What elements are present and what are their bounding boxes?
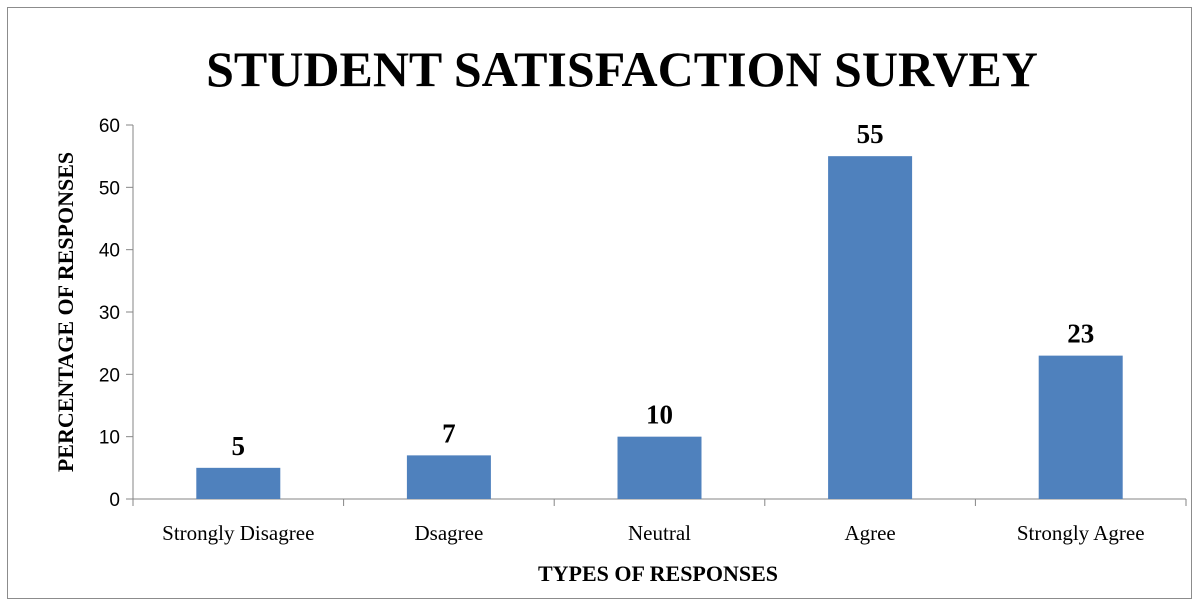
bar: [617, 436, 702, 499]
x-tick-label: Strongly Agree: [1017, 521, 1145, 545]
bar: [828, 156, 913, 499]
y-tick-label: 10: [99, 428, 120, 449]
data-label: 23: [1067, 319, 1094, 349]
y-tick-label: 50: [99, 178, 120, 199]
x-axis-title: TYPES OF RESPONSES: [538, 561, 778, 586]
chart-frame: [7, 7, 1192, 599]
plot-area: 0 10 20 30 40 50 60 5 Strongly Disagree 7 Dsagree 1…: [99, 116, 1187, 545]
bar: [196, 467, 281, 499]
y-tick-label: 40: [99, 241, 120, 262]
y-tick-label: 20: [99, 365, 120, 386]
y-tick-label: 60: [99, 116, 120, 137]
y-tick-label: 30: [99, 303, 120, 324]
data-label: 5: [232, 431, 246, 461]
data-label: 7: [442, 418, 456, 448]
data-label: 10: [646, 400, 673, 430]
y-tick-label: 0: [109, 490, 120, 511]
bar: [1038, 355, 1123, 499]
x-tick-label: Agree: [844, 521, 895, 545]
chart-title: STUDENT SATISFACTION SURVEY: [206, 41, 1038, 97]
x-tick-label: Strongly Disagree: [162, 521, 314, 545]
bar: [406, 455, 491, 499]
data-label: 55: [857, 119, 884, 149]
x-tick-label: Dsagree: [415, 521, 484, 545]
y-axis-title: PERCENTAGE OF RESPONSES: [53, 152, 78, 472]
x-tick-label: Neutral: [628, 521, 691, 545]
